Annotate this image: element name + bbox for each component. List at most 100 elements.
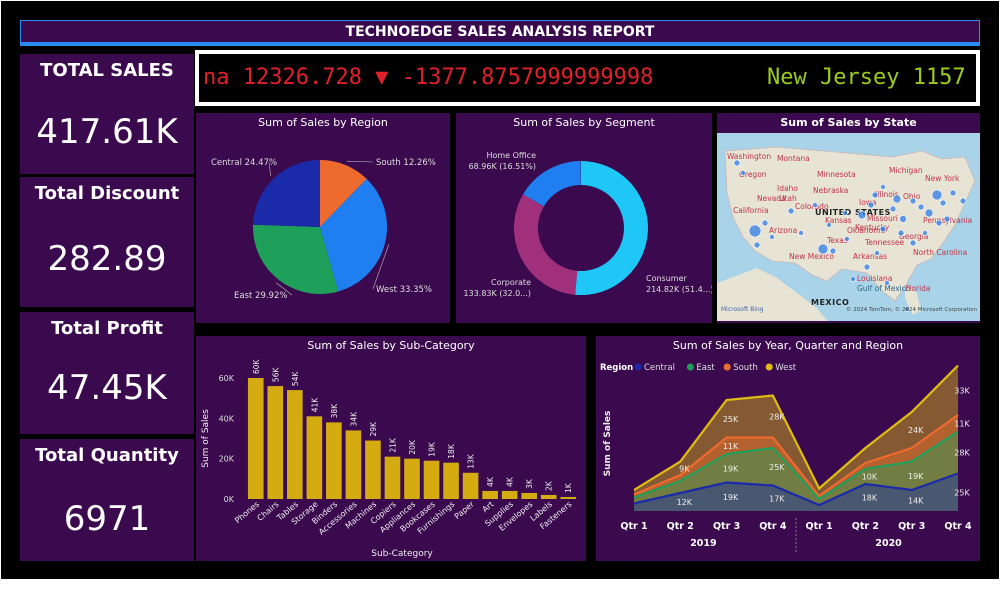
bar-ytick: 20K bbox=[219, 455, 235, 464]
segment-donut-panel[interactable]: Sum of Sales by Segment Consumer 214.82K … bbox=[456, 113, 712, 323]
map-bubble bbox=[939, 199, 947, 207]
kpi-total-discount-card[interactable]: Total Discount 282.89 bbox=[20, 177, 194, 307]
bar-data-label: 34K bbox=[349, 411, 358, 427]
map-label: Utah bbox=[779, 194, 797, 203]
map-label: Ohio bbox=[903, 192, 921, 201]
area-line-east bbox=[633, 430, 959, 501]
bar-data-label: 60K bbox=[252, 358, 261, 374]
bar-storage bbox=[306, 416, 323, 499]
map-bubble bbox=[769, 234, 775, 240]
ticker-item-1: na 12326.728 ▼ -1377.8757999999998 bbox=[203, 65, 654, 90]
map-bubble bbox=[753, 241, 761, 249]
area-data-label: 19K bbox=[723, 464, 739, 473]
map-bubble bbox=[863, 263, 871, 271]
bar-fasteners bbox=[560, 496, 577, 499]
bar-ytick: 0K bbox=[224, 495, 235, 504]
map-label: Iowa bbox=[859, 198, 877, 207]
region-pie-chart: South 12.26% West 33.35% East 29.92% Centra… bbox=[211, 158, 436, 301]
area-data-label: 10K bbox=[862, 473, 878, 482]
area-line-south bbox=[633, 414, 959, 498]
bar-envelopes bbox=[521, 492, 537, 499]
map-label: Missouri bbox=[867, 214, 898, 223]
area-data-label: 17K bbox=[769, 494, 785, 503]
map-bubble bbox=[874, 250, 880, 256]
bar-data-label: 38K bbox=[330, 403, 339, 419]
subcategory-bar-panel[interactable]: Sum of Sales by Sub-Category 0K 20K 40K 60K… bbox=[196, 336, 586, 561]
area-fill-south bbox=[634, 415, 958, 511]
bar-labels bbox=[540, 494, 557, 499]
area-fill-east bbox=[634, 431, 958, 511]
pie-leader-west bbox=[372, 244, 390, 290]
area-legend-label-central: Central bbox=[644, 363, 675, 373]
map-attribution: © 2024 TomTom, © 2024 Microsoft Corporat… bbox=[846, 306, 978, 313]
bar-ytick: 60K bbox=[219, 374, 235, 383]
area-quarter-label: Qtr 3 bbox=[713, 521, 740, 532]
area-fill-west bbox=[634, 365, 958, 511]
map-label: Oklahoma bbox=[847, 226, 885, 235]
donut-label-home-office: Home Office bbox=[486, 151, 536, 160]
area-line-west bbox=[633, 364, 959, 491]
area-line-central bbox=[633, 472, 959, 507]
map-label: Tennessee bbox=[864, 238, 904, 247]
kpi-total-quantity-card[interactable]: Total Quantity 6971 bbox=[20, 439, 194, 561]
pie-leader-east bbox=[276, 282, 293, 296]
bar-furnishings bbox=[443, 462, 459, 499]
bar-appliances bbox=[404, 458, 420, 499]
area-data-label: 25K bbox=[769, 463, 785, 472]
area-data-label: 28K bbox=[769, 413, 785, 422]
donut-value-consumer: 214.82K (51.4...) bbox=[646, 285, 712, 294]
map-bubble bbox=[931, 189, 943, 201]
kpi-total-profit-card[interactable]: Total Profit 47.45K bbox=[20, 312, 194, 434]
area-data-label: 25K bbox=[723, 415, 739, 424]
state-map-panel[interactable]: Sum of Sales by State Washington Oregon Id… bbox=[717, 113, 980, 323]
donut-slice-corporate bbox=[514, 194, 578, 295]
map-bubble bbox=[844, 236, 850, 242]
map-label: Washington bbox=[727, 152, 771, 161]
map-label: Michigan bbox=[889, 166, 923, 175]
area-data-label: 14K bbox=[908, 497, 924, 506]
bar-binders bbox=[326, 422, 342, 499]
year-quarter-area-chart: Region Central East South West Sum of Sales 12… bbox=[600, 363, 972, 552]
map-label: Nebraska bbox=[813, 186, 848, 195]
map-bubble bbox=[850, 276, 856, 282]
bar-data-label: 20K bbox=[408, 439, 417, 455]
area-ylabel: Sum of Sales bbox=[603, 411, 613, 477]
area-year-label: 2020 bbox=[875, 538, 902, 549]
state-sales-ticker[interactable]: na 12326.728 ▼ -1377.8757999999998 New J… bbox=[195, 50, 980, 106]
map-label: New Mexico bbox=[789, 252, 834, 261]
map-bubble bbox=[817, 243, 829, 255]
bar-data-label: 13K bbox=[467, 453, 476, 469]
bar-data-label: 54K bbox=[291, 371, 300, 387]
area-quarter-label: Qtr 1 bbox=[806, 521, 833, 532]
map-land-usa bbox=[724, 146, 976, 302]
bar-data-label: 29K bbox=[369, 421, 378, 437]
year-quarter-area-panel[interactable]: Sum of Sales by Year, Quarter and Region… bbox=[596, 336, 980, 561]
kpi-total-sales-card[interactable]: TOTAL SALES 417.61K bbox=[20, 54, 194, 174]
map-bubble bbox=[899, 215, 907, 223]
map-bubble bbox=[897, 229, 905, 237]
map-label: Louisiana bbox=[857, 274, 892, 283]
donut-value-home-office: 68.96K (16.51%) bbox=[469, 162, 536, 171]
area-quarter-label: Qtr 2 bbox=[852, 521, 879, 532]
pie-label-east: East 29.92% bbox=[234, 291, 287, 301]
region-pie-panel[interactable]: Sum of Sales by Region South 12.26% West … bbox=[196, 113, 450, 323]
state-map[interactable]: Washington Oregon Idaho Montana California Ne… bbox=[717, 133, 980, 321]
bar-xlabel: Sub-Category bbox=[371, 549, 433, 559]
bar-data-label: 19K bbox=[428, 441, 437, 457]
map-label: Arkansas bbox=[853, 252, 887, 261]
area-data-label: 9K bbox=[679, 464, 690, 473]
map-label: Georgia bbox=[899, 232, 928, 241]
map-label: North Carolina bbox=[913, 248, 967, 257]
bar-data-label: 2K bbox=[545, 480, 554, 491]
donut-slice-home-office bbox=[523, 161, 581, 207]
map-bubble bbox=[889, 205, 897, 213]
area-legend-label-west: West bbox=[775, 363, 797, 373]
pie-leader-south bbox=[346, 160, 374, 163]
area-data-label: 19K bbox=[908, 472, 924, 481]
map-bubble bbox=[884, 280, 890, 286]
bar-ytick: 40K bbox=[219, 414, 235, 423]
bar-data-label: 21K bbox=[388, 437, 397, 453]
map-bubble bbox=[733, 159, 741, 167]
pie-slice-south bbox=[320, 160, 367, 227]
bar-category-label: Chairs bbox=[255, 500, 280, 523]
